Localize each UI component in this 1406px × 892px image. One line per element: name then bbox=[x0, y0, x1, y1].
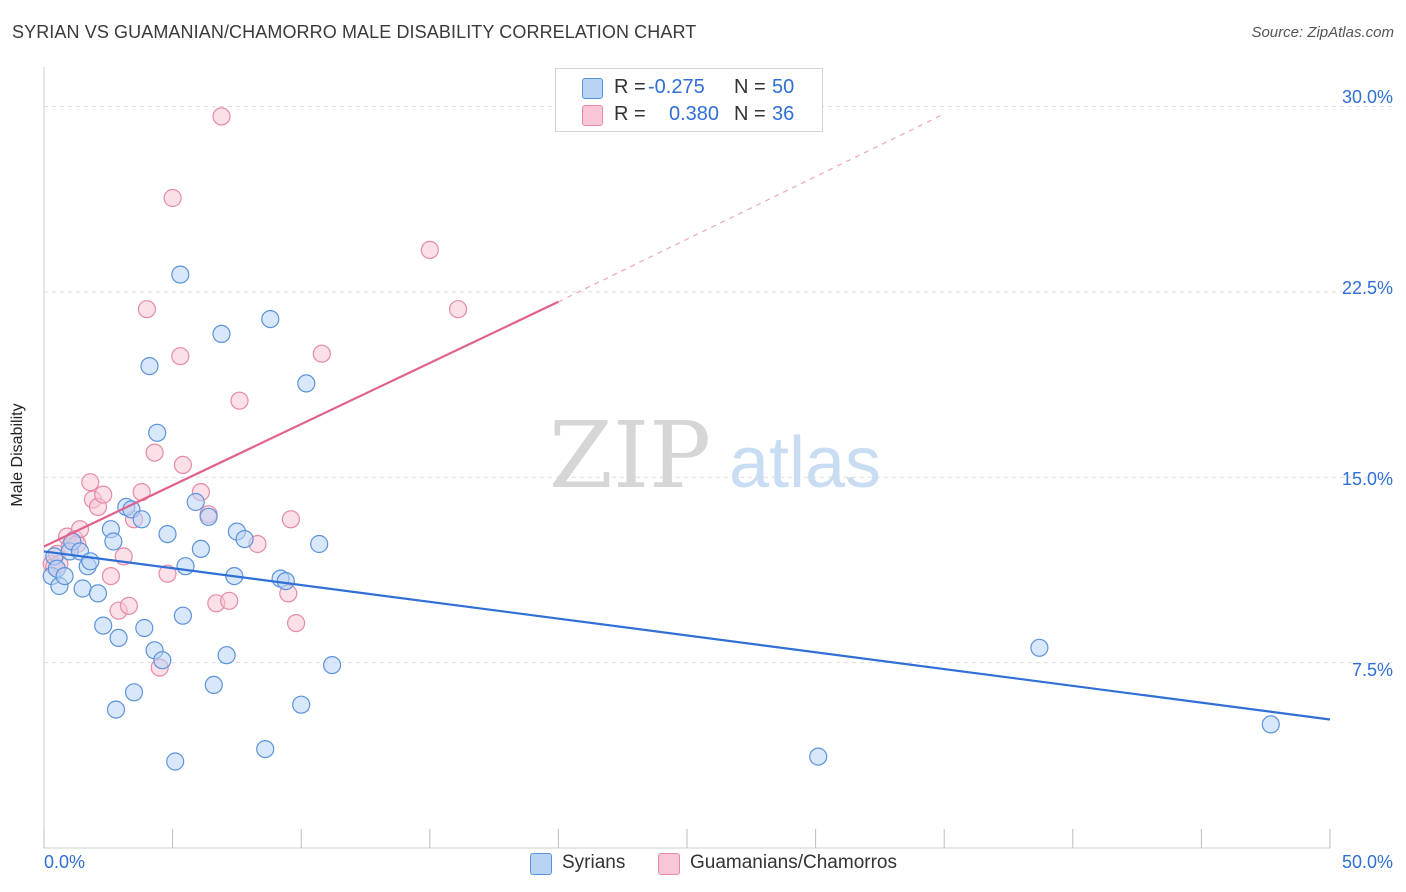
syrian-point bbox=[124, 683, 144, 702]
syrian-point bbox=[171, 265, 190, 284]
guam-point bbox=[212, 107, 231, 126]
syrians-legend-swatch bbox=[530, 853, 552, 875]
trend-lines bbox=[43, 113, 1331, 721]
guam-point bbox=[158, 564, 177, 583]
syrian-point bbox=[176, 557, 195, 576]
guam-legend-swatch bbox=[658, 853, 680, 875]
guam-point bbox=[145, 443, 164, 462]
n-label: N = bbox=[734, 103, 766, 125]
r-label: R = bbox=[614, 76, 646, 98]
gridlines bbox=[44, 106, 1392, 664]
guam-swatch bbox=[582, 105, 603, 126]
syrians-swatch bbox=[582, 78, 603, 99]
syrian-point bbox=[186, 492, 205, 512]
syrian-point bbox=[191, 539, 210, 559]
r-value: 0.380 bbox=[669, 103, 720, 125]
syrian-point bbox=[109, 628, 128, 648]
x-tick-max: 50.0% bbox=[1341, 852, 1393, 872]
syrian-point bbox=[140, 357, 159, 376]
guam-point bbox=[81, 473, 100, 492]
syrian-point bbox=[81, 552, 100, 571]
syrian-point bbox=[235, 529, 254, 549]
syrian-point bbox=[135, 618, 154, 638]
guam-point bbox=[94, 485, 113, 504]
syrian-point bbox=[153, 651, 172, 670]
syrian-points bbox=[42, 265, 1280, 771]
guam-point bbox=[281, 510, 300, 529]
syrian-point bbox=[212, 324, 231, 343]
r-label: R = bbox=[614, 103, 646, 125]
syrian-point bbox=[148, 423, 167, 442]
y-tick-15: 15.0% bbox=[1341, 469, 1393, 489]
guam-trend-line bbox=[43, 300, 559, 548]
y-tick-7-5: 7.5% bbox=[1351, 660, 1393, 680]
guam-point bbox=[230, 391, 249, 410]
syrian-point bbox=[158, 524, 177, 544]
source-label: Source: ZipAtlas.com bbox=[1251, 24, 1394, 41]
syrian-point bbox=[104, 532, 123, 551]
syrian-point bbox=[809, 747, 828, 766]
guam-trend-extension bbox=[558, 113, 945, 303]
syrian-point bbox=[94, 616, 113, 635]
syrian-point bbox=[166, 752, 185, 771]
y-tick-30: 30.0% bbox=[1341, 87, 1393, 107]
syrian-point bbox=[1261, 715, 1280, 734]
y-tick-22-5: 22.5% bbox=[1341, 278, 1393, 298]
syrian-point bbox=[88, 584, 108, 603]
legend-label: Guamanians/Chamorros bbox=[690, 852, 897, 873]
x-tick-min: 0.0% bbox=[44, 852, 86, 872]
watermark: ZIP atlas bbox=[549, 402, 881, 509]
watermark-atlas: atlas bbox=[729, 423, 881, 503]
guam-point bbox=[101, 566, 121, 586]
watermark-zip: ZIP bbox=[549, 402, 711, 509]
n-value: 36 bbox=[772, 103, 795, 125]
syrian-point bbox=[106, 700, 126, 719]
syrian-point bbox=[132, 510, 151, 529]
guam-point bbox=[171, 347, 190, 366]
syrian-point bbox=[256, 739, 275, 759]
legend-label: Syrians bbox=[562, 852, 626, 873]
syrian-point bbox=[323, 655, 342, 675]
syrians-trend-line bbox=[43, 550, 1331, 721]
syrian-point bbox=[73, 579, 92, 598]
axes bbox=[43, 67, 1331, 849]
n-value: 50 bbox=[772, 76, 795, 98]
syrian-point bbox=[297, 374, 316, 393]
syrian-point bbox=[1030, 638, 1049, 657]
stats-box: R = -0.275 N = 50 R = 0.380 N = 36 bbox=[555, 68, 823, 132]
syrian-point bbox=[199, 507, 218, 526]
guam-point bbox=[163, 188, 182, 208]
guam-point bbox=[287, 613, 306, 633]
syrian-point bbox=[55, 566, 74, 586]
syrian-point bbox=[261, 310, 280, 329]
syrian-point bbox=[310, 534, 329, 554]
guam-point bbox=[420, 240, 439, 259]
n-label: N = bbox=[734, 76, 766, 98]
guam-point bbox=[173, 455, 192, 474]
syrian-point bbox=[292, 695, 311, 714]
syrian-point bbox=[276, 571, 295, 591]
guam-point bbox=[449, 300, 468, 319]
guam-point bbox=[312, 344, 331, 363]
syrian-point bbox=[173, 606, 192, 625]
syrian-point bbox=[204, 675, 223, 695]
guam-point bbox=[137, 300, 156, 319]
chart-title: SYRIAN VS GUAMANIAN/CHAMORRO MALE DISABI… bbox=[12, 22, 697, 42]
guam-point bbox=[220, 591, 239, 610]
guam-point bbox=[119, 596, 138, 615]
r-value: -0.275 bbox=[648, 76, 705, 98]
syrian-point bbox=[217, 646, 236, 665]
